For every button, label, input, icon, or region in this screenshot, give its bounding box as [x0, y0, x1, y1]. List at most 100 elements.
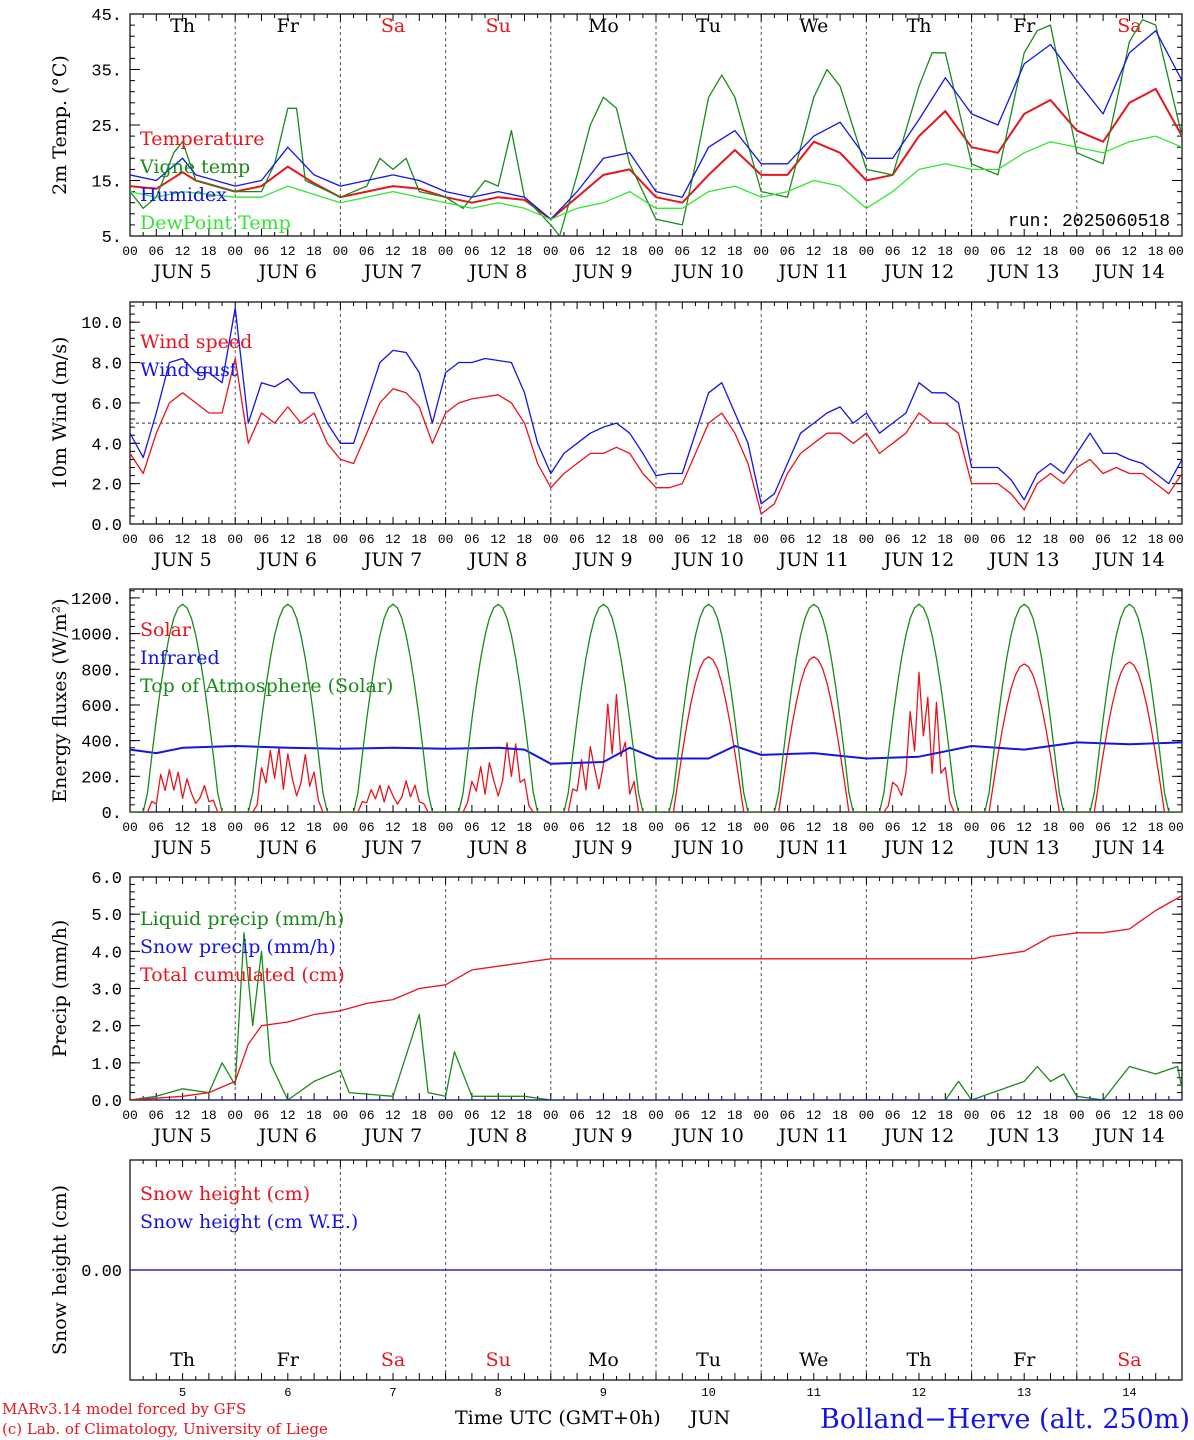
hour-label: 00	[333, 532, 349, 547]
hour-label: 12	[806, 532, 822, 547]
day-number-label: 7	[389, 1386, 396, 1400]
hour-label: 18	[411, 532, 427, 547]
day-number-label: 12	[912, 1386, 926, 1400]
day-number-label: 13	[1017, 1386, 1031, 1400]
hour-label: 06	[674, 1108, 690, 1123]
lab-credit: (c) Lab. of Climatology, University of L…	[2, 1420, 328, 1438]
hour-label: 18	[201, 244, 217, 259]
date-label: JUN 5	[151, 1125, 211, 1147]
hour-label: 12	[175, 532, 191, 547]
y-tick-label: 8.0	[91, 356, 122, 375]
hour-label: 18	[1148, 532, 1164, 547]
y-tick-label: 45.	[91, 7, 122, 26]
hour-label: 06	[464, 532, 480, 547]
hour-label: 12	[701, 244, 717, 259]
hour-label: 18	[1148, 1108, 1164, 1123]
hour-label: 12	[911, 532, 927, 547]
hour-label: 06	[254, 820, 270, 835]
hour-label: 00	[122, 1108, 138, 1123]
y-tick-label: 35.	[91, 63, 122, 82]
hour-label: 12	[280, 244, 296, 259]
hour-label: 12	[911, 244, 927, 259]
hour-label: 12	[1016, 820, 1032, 835]
date-label: JUN 8	[467, 549, 527, 571]
series-group	[130, 18, 1182, 236]
hour-label: 06	[464, 244, 480, 259]
date-label: JUN 11	[777, 261, 849, 283]
hour-label: 18	[517, 532, 533, 547]
hour-label: 18	[1043, 244, 1059, 259]
hour-label: 12	[280, 820, 296, 835]
weekday-label: Tu	[696, 1349, 721, 1371]
hour-label: 06	[148, 1108, 164, 1123]
hour-label: 06	[990, 532, 1006, 547]
date-label: JUN 6	[257, 261, 317, 283]
hour-label: 18	[832, 1108, 848, 1123]
y-axis-label: Precip (mm/h)	[49, 920, 71, 1058]
y-axis-label: Snow height (cm)	[49, 1185, 71, 1355]
hour-label: 06	[254, 244, 270, 259]
hour-label: 06	[674, 820, 690, 835]
y-tick-label: 1000.	[71, 627, 122, 646]
hour-label: 00	[753, 820, 769, 835]
hour-label: 00	[438, 1108, 454, 1123]
weekday-label: We	[799, 15, 828, 37]
hour-label: 12	[490, 1108, 506, 1123]
hour-label: 06	[254, 1108, 270, 1123]
weekday-label: Fr	[1013, 15, 1036, 37]
day-number-label: 8	[495, 1386, 502, 1400]
hour-label: 00	[543, 532, 559, 547]
weekday-label: Th	[907, 15, 932, 37]
date-label: JUN 12	[882, 261, 954, 283]
date-label: JUN 13	[987, 261, 1059, 283]
date-label: JUN 9	[572, 549, 632, 571]
y-tick-label: 800.	[81, 662, 122, 681]
hour-label: 00	[438, 532, 454, 547]
series-line-total-cumulated-cm-	[130, 895, 1182, 1100]
hour-label: 18	[622, 532, 638, 547]
hour-label: 06	[674, 244, 690, 259]
date-label: JUN 7	[362, 1125, 422, 1147]
hour-label: 06	[359, 820, 375, 835]
date-label: JUN 8	[467, 837, 527, 859]
hour-label: 00	[1069, 820, 1085, 835]
hour-label: 06	[1095, 244, 1111, 259]
hour-label: 06	[885, 1108, 901, 1123]
hour-label: 06	[990, 820, 1006, 835]
date-label: JUN 6	[257, 837, 317, 859]
day-number-label: 9	[600, 1386, 607, 1400]
date-label: JUN 11	[777, 1125, 849, 1147]
hour-label: 12	[175, 244, 191, 259]
hour-label: 12	[596, 820, 612, 835]
legend-entry: Infrared	[140, 647, 220, 669]
hour-label: 00	[543, 820, 559, 835]
weekday-label: Su	[486, 1349, 511, 1371]
y-tick-label: 0.00	[81, 1263, 122, 1282]
hour-label: 00	[753, 244, 769, 259]
hour-label: 18	[517, 244, 533, 259]
panel-4: 0.0 1.0 2.0 3.0 4.0 5.0 6.0 Precip (mm/h) Liquid…	[49, 870, 1184, 1147]
hour-label: 06	[885, 820, 901, 835]
x-axis-title: Time UTC (GMT+0h)	[455, 1407, 661, 1429]
hour-label: 12	[911, 1108, 927, 1123]
hour-label: 00	[122, 244, 138, 259]
y-tick-label: 0.0	[91, 1093, 122, 1112]
weekday-label: Th	[170, 1349, 195, 1371]
y-tick-label: 25.	[91, 118, 122, 137]
series-line-dewpoint-temp	[130, 135, 1182, 220]
day-number-label: 14	[1122, 1386, 1136, 1400]
hour-label: 00	[753, 532, 769, 547]
hour-label: 18	[1148, 244, 1164, 259]
date-label: JUN 11	[777, 837, 849, 859]
hour-label: 18	[832, 532, 848, 547]
hour-label: 00	[1168, 1108, 1184, 1123]
legend-entry: Total cumulated (cm)	[140, 964, 345, 986]
hour-label: 00	[1069, 244, 1085, 259]
hour-label: 12	[280, 1108, 296, 1123]
hour-label: 00	[227, 1108, 243, 1123]
series-line-vigne-temp	[130, 18, 1182, 236]
hour-label: 18	[937, 820, 953, 835]
y-tick-label: 400.	[81, 734, 122, 753]
date-label: JUN 9	[572, 1125, 632, 1147]
y-tick-label: 3.0	[91, 982, 122, 1001]
